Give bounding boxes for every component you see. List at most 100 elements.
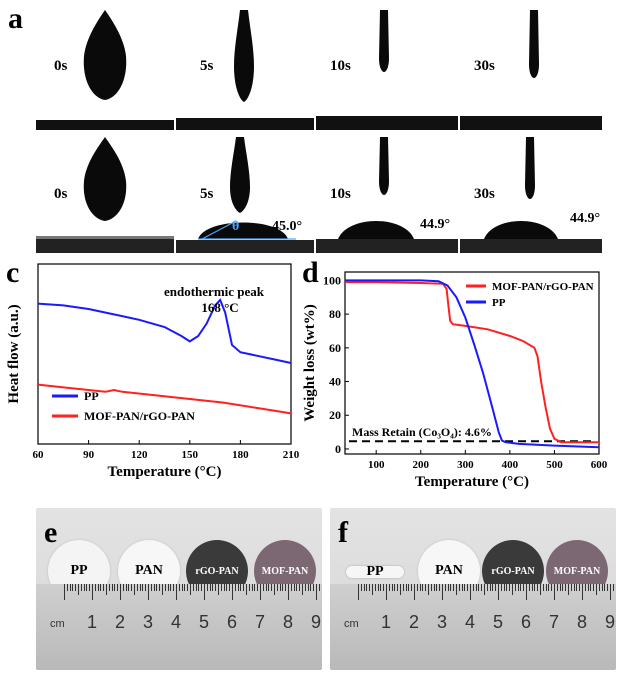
droplet-row2-5s-icon <box>176 137 314 253</box>
weight-loss-chart: 100 200 300 400 500 600 0 20 40 60 80 100 Temperatur… <box>302 271 608 490</box>
ruler-tick-e-79 <box>285 584 287 591</box>
ruler-tick-f-1 <box>360 584 362 591</box>
angle-10s: 44.9° <box>420 217 451 232</box>
ruler-tick-f-73 <box>562 584 564 591</box>
droplet-10s-icon <box>379 10 389 72</box>
y-tick-label-d-0: 0 <box>335 442 341 456</box>
ruler-tick-f-72 <box>559 584 561 591</box>
series-line-c-1 <box>37 383 292 415</box>
ruler-tick-f-34 <box>453 584 455 591</box>
droplet-tile-row2-5s: θ <box>176 135 314 253</box>
ruler-tick-f-14 <box>397 584 399 591</box>
ruler-tick-e-27 <box>139 584 141 591</box>
ruler-number-f-7: 7 <box>549 612 560 632</box>
x-tick-label-d-1: 200 <box>413 459 430 471</box>
ruler-tick-e-74 <box>271 584 273 591</box>
ruler-tick-f-0 <box>358 584 359 600</box>
disc-rgo-pan-e-label: rGO-PAN <box>195 565 239 577</box>
theta-symbol: θ <box>232 219 240 234</box>
ruler-tick-f-4 <box>369 584 371 591</box>
ruler-tick-e-44 <box>187 584 189 591</box>
ruler-tick-e-25 <box>134 584 135 595</box>
ruler-tick-f-70 <box>554 584 555 600</box>
ruler-tick-e-80 <box>288 584 289 600</box>
row2-time-0s: 0s <box>54 186 68 202</box>
ruler-tick-f-22 <box>419 584 421 591</box>
angle-5s: 45.0° <box>272 219 303 234</box>
legend-label-c-1: MOF-PAN/rGO-PAN <box>84 409 195 423</box>
annotation-mass-retain: Mass Retain (Co₃O₄): 4.6% <box>352 425 492 439</box>
ruler-tick-f-68 <box>548 584 550 591</box>
ruler-tick-e-29 <box>145 584 147 591</box>
ruler-tick-f-54 <box>509 584 511 591</box>
ruler-tick-e-30 <box>148 584 149 600</box>
y-tick-label-d-1: 20 <box>329 408 341 422</box>
ruler-tick-e-22 <box>125 584 127 591</box>
ruler-tick-e-61 <box>234 584 236 591</box>
ruler-tick-f-44 <box>481 584 483 591</box>
ruler-tick-e-45 <box>190 584 191 595</box>
ruler-tick-e-87 <box>307 584 309 591</box>
ruler-tick-f-8 <box>380 584 382 591</box>
ruler-number-f-8: 8 <box>577 612 588 632</box>
ruler-tick-e-78 <box>282 584 284 591</box>
ruler-tick-f-57 <box>517 584 519 591</box>
ruler-tick-f-88 <box>604 584 606 591</box>
ruler-tick-f-85 <box>596 584 597 595</box>
ruler-tick-e-4 <box>75 584 77 591</box>
ruler-tick-f-30 <box>442 584 443 600</box>
ruler-number-f-2: 2 <box>409 612 420 632</box>
x-tick-label-d-2: 300 <box>457 459 474 471</box>
ruler-tick-e-55 <box>218 584 219 595</box>
ruler-tick-e-66 <box>248 584 250 591</box>
ruler-tick-f-33 <box>450 584 452 591</box>
ruler-tick-e-71 <box>262 584 264 591</box>
droplet-row2-10s-icon <box>316 137 458 253</box>
ruler-tick-f-42 <box>475 584 477 591</box>
ruler-tick-f-87 <box>601 584 603 591</box>
y-tick-label-d-5: 100 <box>323 273 341 287</box>
plot-frame-d <box>344 271 600 455</box>
ruler-tick-f-77 <box>573 584 575 591</box>
ruler-tick-e-85 <box>302 584 303 595</box>
row1-time-0s: 0s <box>54 58 68 74</box>
ruler-tick-e-58 <box>226 584 228 591</box>
ruler-tick-f-80 <box>582 584 583 600</box>
ruler-tick-f-84 <box>593 584 595 591</box>
ruler-tick-f-91 <box>612 584 614 591</box>
x-axis-label-d: Temperature (°C) <box>415 474 529 490</box>
droplet-tile-row2-30s <box>460 135 602 253</box>
ruler-tick-e-2 <box>69 584 71 591</box>
x-axis-label-c: Temperature (°C) <box>108 464 222 480</box>
ruler-tick-e-67 <box>251 584 253 591</box>
legend-label-c-0: PP <box>84 389 99 403</box>
panel-label-a: a <box>8 2 23 35</box>
panel-label-f: f <box>338 516 348 549</box>
ruler-tick-f-56 <box>514 584 516 591</box>
ruler-tick-f-71 <box>556 584 558 591</box>
ruler-tick-e-82 <box>293 584 295 591</box>
ruler-tick-e-51 <box>206 584 208 591</box>
y-tick-label-d-4: 80 <box>329 307 341 321</box>
ruler-tick-f-89 <box>607 584 609 591</box>
ruler-tick-f-46 <box>486 584 488 591</box>
row2-time-30s: 30s <box>474 186 495 202</box>
droplet-row2-30s-icon <box>460 137 602 253</box>
row1-time-10s: 10s <box>330 58 351 74</box>
ruler-tick-e-75 <box>274 584 275 595</box>
ruler-tick-f-63 <box>534 584 536 591</box>
ruler-tick-e-41 <box>178 584 180 591</box>
ruler-tick-f-18 <box>408 584 410 591</box>
row2-time-10s: 10s <box>330 186 351 202</box>
ruler-tick-f-62 <box>531 584 533 591</box>
droplet-30s-icon <box>529 10 539 78</box>
row2-time-5s: 5s <box>200 186 214 202</box>
ruler-number-e-1: 1 <box>87 612 98 632</box>
y-axis-label-c: Heat flow (a.u.) <box>6 304 22 403</box>
ruler-tick-e-37 <box>167 584 169 591</box>
ruler-tick-f-78 <box>576 584 578 591</box>
ruler-tick-f-55 <box>512 584 513 595</box>
ruler-tick-f-49 <box>495 584 497 591</box>
